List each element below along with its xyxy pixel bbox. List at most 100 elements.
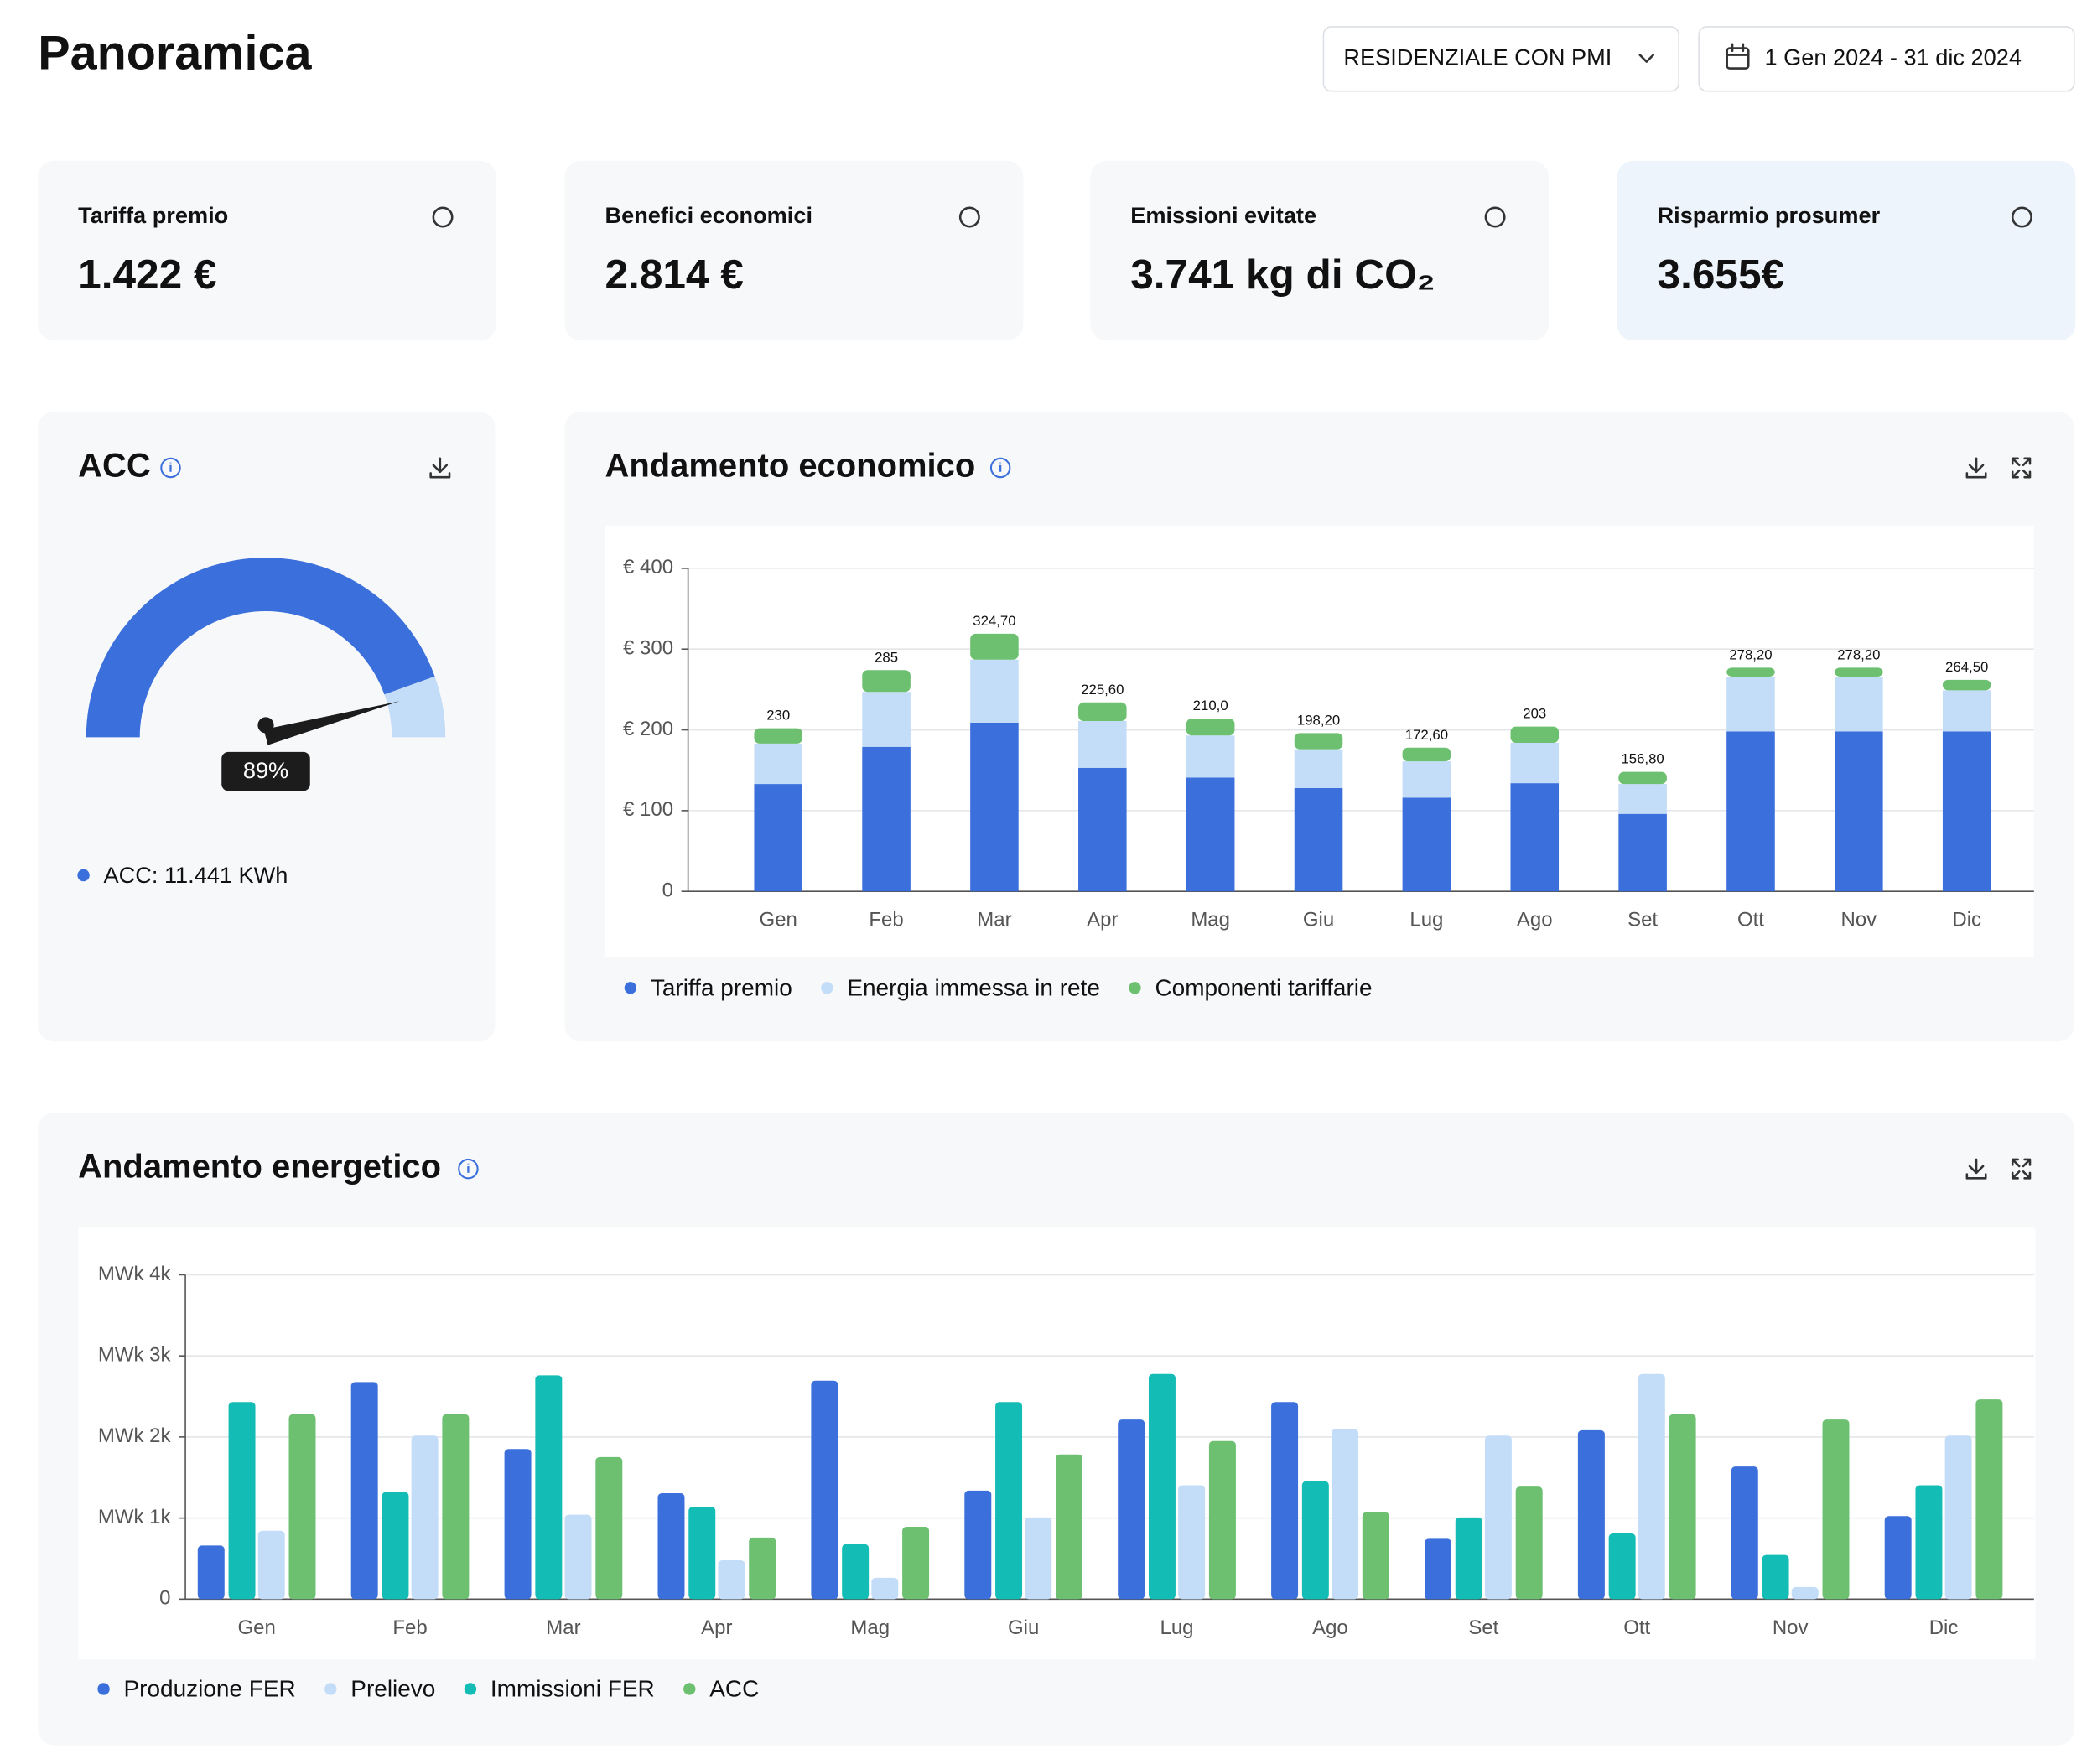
- bar-segment: [1402, 747, 1451, 762]
- x-tick-label: Mag: [850, 1616, 890, 1639]
- kpi-icon: [958, 206, 980, 228]
- bar: [1791, 1586, 1819, 1600]
- legend-label[interactable]: ACC: [709, 1675, 759, 1701]
- expand-icon[interactable]: [2011, 457, 2032, 479]
- bar-segment: [1402, 797, 1451, 892]
- energy-panel: Andamento energetico 0 MWk 1k MWk 2k MWk 3k…: [38, 1112, 2074, 1746]
- chevron[interactable]: [1638, 54, 1655, 63]
- bar: [1577, 1429, 1605, 1600]
- total-label: 203: [1523, 706, 1546, 722]
- energy-chart: 0 MWk 1k MWk 2k MWk 3k MWk 4k Gen Feb Mar Apr Mag…: [97, 1263, 2034, 1701]
- bar: [871, 1577, 899, 1600]
- legend-dot[interactable]: [683, 1683, 696, 1695]
- kpi-icon: [2011, 206, 2032, 228]
- gauge-label-box: [221, 751, 310, 791]
- x-tick-label: Set: [1627, 909, 1658, 931]
- bar: [1362, 1512, 1389, 1600]
- bar: [595, 1456, 623, 1600]
- bar-segment: [1078, 702, 1127, 721]
- download-icon[interactable]: [1965, 457, 1987, 479]
- bar-segment: [1186, 735, 1235, 778]
- kpi-value: 2.814 €: [605, 251, 744, 298]
- y-tick-label: € 100: [623, 798, 673, 821]
- total-label: 278,20: [1729, 646, 1772, 662]
- x-tick-label: Ago: [1517, 909, 1553, 931]
- legend-dot[interactable]: [624, 982, 637, 994]
- legend-dot[interactable]: [821, 982, 833, 994]
- legend-label[interactable]: Tariffa premio: [651, 974, 792, 1000]
- bar-segment: [1510, 783, 1560, 892]
- dropdown-box[interactable]: [1322, 26, 1679, 92]
- total-label: 225,60: [1081, 682, 1124, 698]
- x-tick-label: Nov: [1841, 909, 1877, 931]
- kpi-icon: [1484, 206, 1506, 228]
- gauge: 89% ACC: 11.441 KWh: [77, 558, 446, 888]
- total-label: 172,60: [1405, 727, 1448, 743]
- bar: [1731, 1466, 1758, 1600]
- panel-title: Andamento energetico: [78, 1149, 441, 1186]
- panel-title: Andamento economico: [605, 448, 976, 485]
- date-picker[interactable]: 1 Gen 2024 - 31 dic 2024: [1698, 26, 2075, 92]
- bar: [1669, 1414, 1696, 1600]
- date-box[interactable]: [1698, 26, 2075, 92]
- bar-segment: [970, 633, 1019, 660]
- kpi-card: [564, 160, 1024, 341]
- bar-segment: [1510, 726, 1560, 743]
- x-tick-label: Mar: [546, 1616, 580, 1639]
- kpi-cards: Tariffa premio 1.422 € Benefici economici 2…: [38, 160, 2076, 341]
- gauge-label: 89%: [243, 757, 288, 783]
- y-tick-label: MWk 4k: [98, 1263, 172, 1285]
- x-tick-label: Ott: [1737, 909, 1764, 931]
- bar-segment: [1942, 679, 1991, 691]
- kpi-value: 1.422 €: [78, 251, 216, 298]
- bar-segment: [1186, 719, 1235, 736]
- download-icon[interactable]: [1965, 1158, 1987, 1180]
- legend-dot[interactable]: [97, 1683, 110, 1695]
- y-tick-label: € 300: [623, 637, 673, 660]
- expand-icon[interactable]: [2011, 1158, 2032, 1180]
- bar: [1271, 1402, 1299, 1600]
- x-tick-label: Set: [1468, 1616, 1498, 1639]
- bar: [718, 1560, 745, 1600]
- calendar-icon-lines[interactable]: [1726, 43, 1750, 56]
- x-tick-label: Dic: [1952, 909, 1981, 931]
- bar-segment: [754, 743, 803, 785]
- calendar-icon[interactable]: [1726, 47, 1750, 70]
- bar: [964, 1490, 992, 1600]
- legend-label[interactable]: Immissioni FER: [491, 1675, 655, 1701]
- info-icon[interactable]: [989, 457, 1011, 479]
- y-tick-label: MWk 3k: [98, 1343, 172, 1366]
- bar: [564, 1514, 592, 1600]
- bar-segment: [1294, 749, 1343, 788]
- legend-label[interactable]: Prelievo: [350, 1675, 435, 1701]
- economic-chart: 0 € 100 € 200 € 300 € 400 Gen 230 Feb 285 Mar 324,…: [623, 556, 2034, 1000]
- bar: [1148, 1373, 1176, 1600]
- page-title: Panoramica: [38, 26, 312, 80]
- x-tick-label: Lug: [1409, 909, 1443, 931]
- bar-segment: [1726, 667, 1775, 677]
- bar: [350, 1382, 378, 1600]
- download-icon[interactable]: [429, 457, 451, 479]
- bar: [1515, 1486, 1543, 1600]
- legend-dot[interactable]: [1129, 982, 1141, 994]
- bar: [1118, 1419, 1145, 1600]
- total-label: 156,80: [1621, 751, 1664, 767]
- bar-segment: [754, 784, 803, 892]
- legend-label[interactable]: Componenti tariffarie: [1155, 974, 1372, 1000]
- date-text[interactable]: 1 Gen 2024 - 31 dic 2024: [1764, 44, 2022, 70]
- dropdown-text[interactable]: RESIDENZIALE CON PMI: [1343, 44, 1612, 70]
- x-tick-label: Apr: [1087, 909, 1118, 931]
- info-icon[interactable]: [160, 457, 181, 479]
- legend-dot[interactable]: [324, 1683, 337, 1695]
- bar-segment: [862, 670, 911, 693]
- y-tick-label: 0: [662, 879, 673, 902]
- legend-label[interactable]: Produzione FER: [124, 1675, 296, 1701]
- kpi-title: Tariffa premio: [78, 202, 228, 228]
- total-label: 264,50: [1945, 659, 1988, 675]
- filter-dropdown[interactable]: RESIDENZIALE CON PMI: [1322, 26, 1679, 92]
- legend-dot[interactable]: [464, 1683, 477, 1695]
- bar: [1301, 1481, 1329, 1600]
- info-icon[interactable]: [458, 1158, 479, 1180]
- legend-label[interactable]: Energia immessa in rete: [847, 974, 1100, 1000]
